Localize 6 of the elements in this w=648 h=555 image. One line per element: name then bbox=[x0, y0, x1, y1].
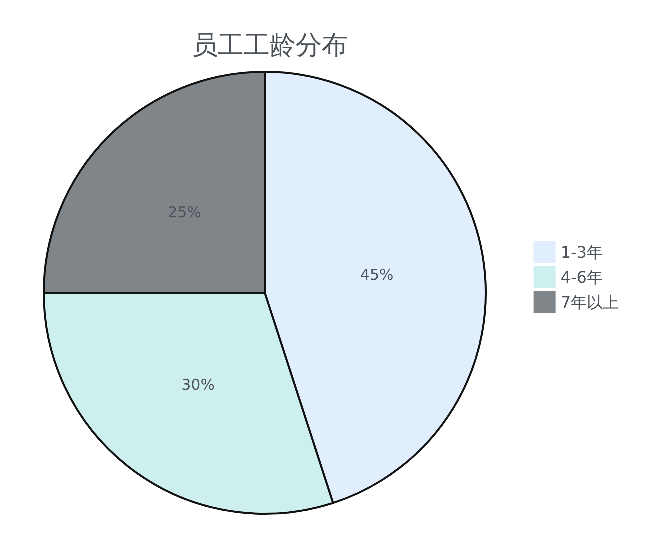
legend-label: 7年以上 bbox=[560, 293, 620, 312]
legend-label: 4-6年 bbox=[560, 268, 603, 287]
data-label: 30% bbox=[182, 376, 215, 394]
legend-label: 1-3年 bbox=[560, 243, 603, 262]
chart-title: 员工工龄分布 bbox=[192, 31, 348, 61]
data-label: 45% bbox=[360, 266, 394, 284]
